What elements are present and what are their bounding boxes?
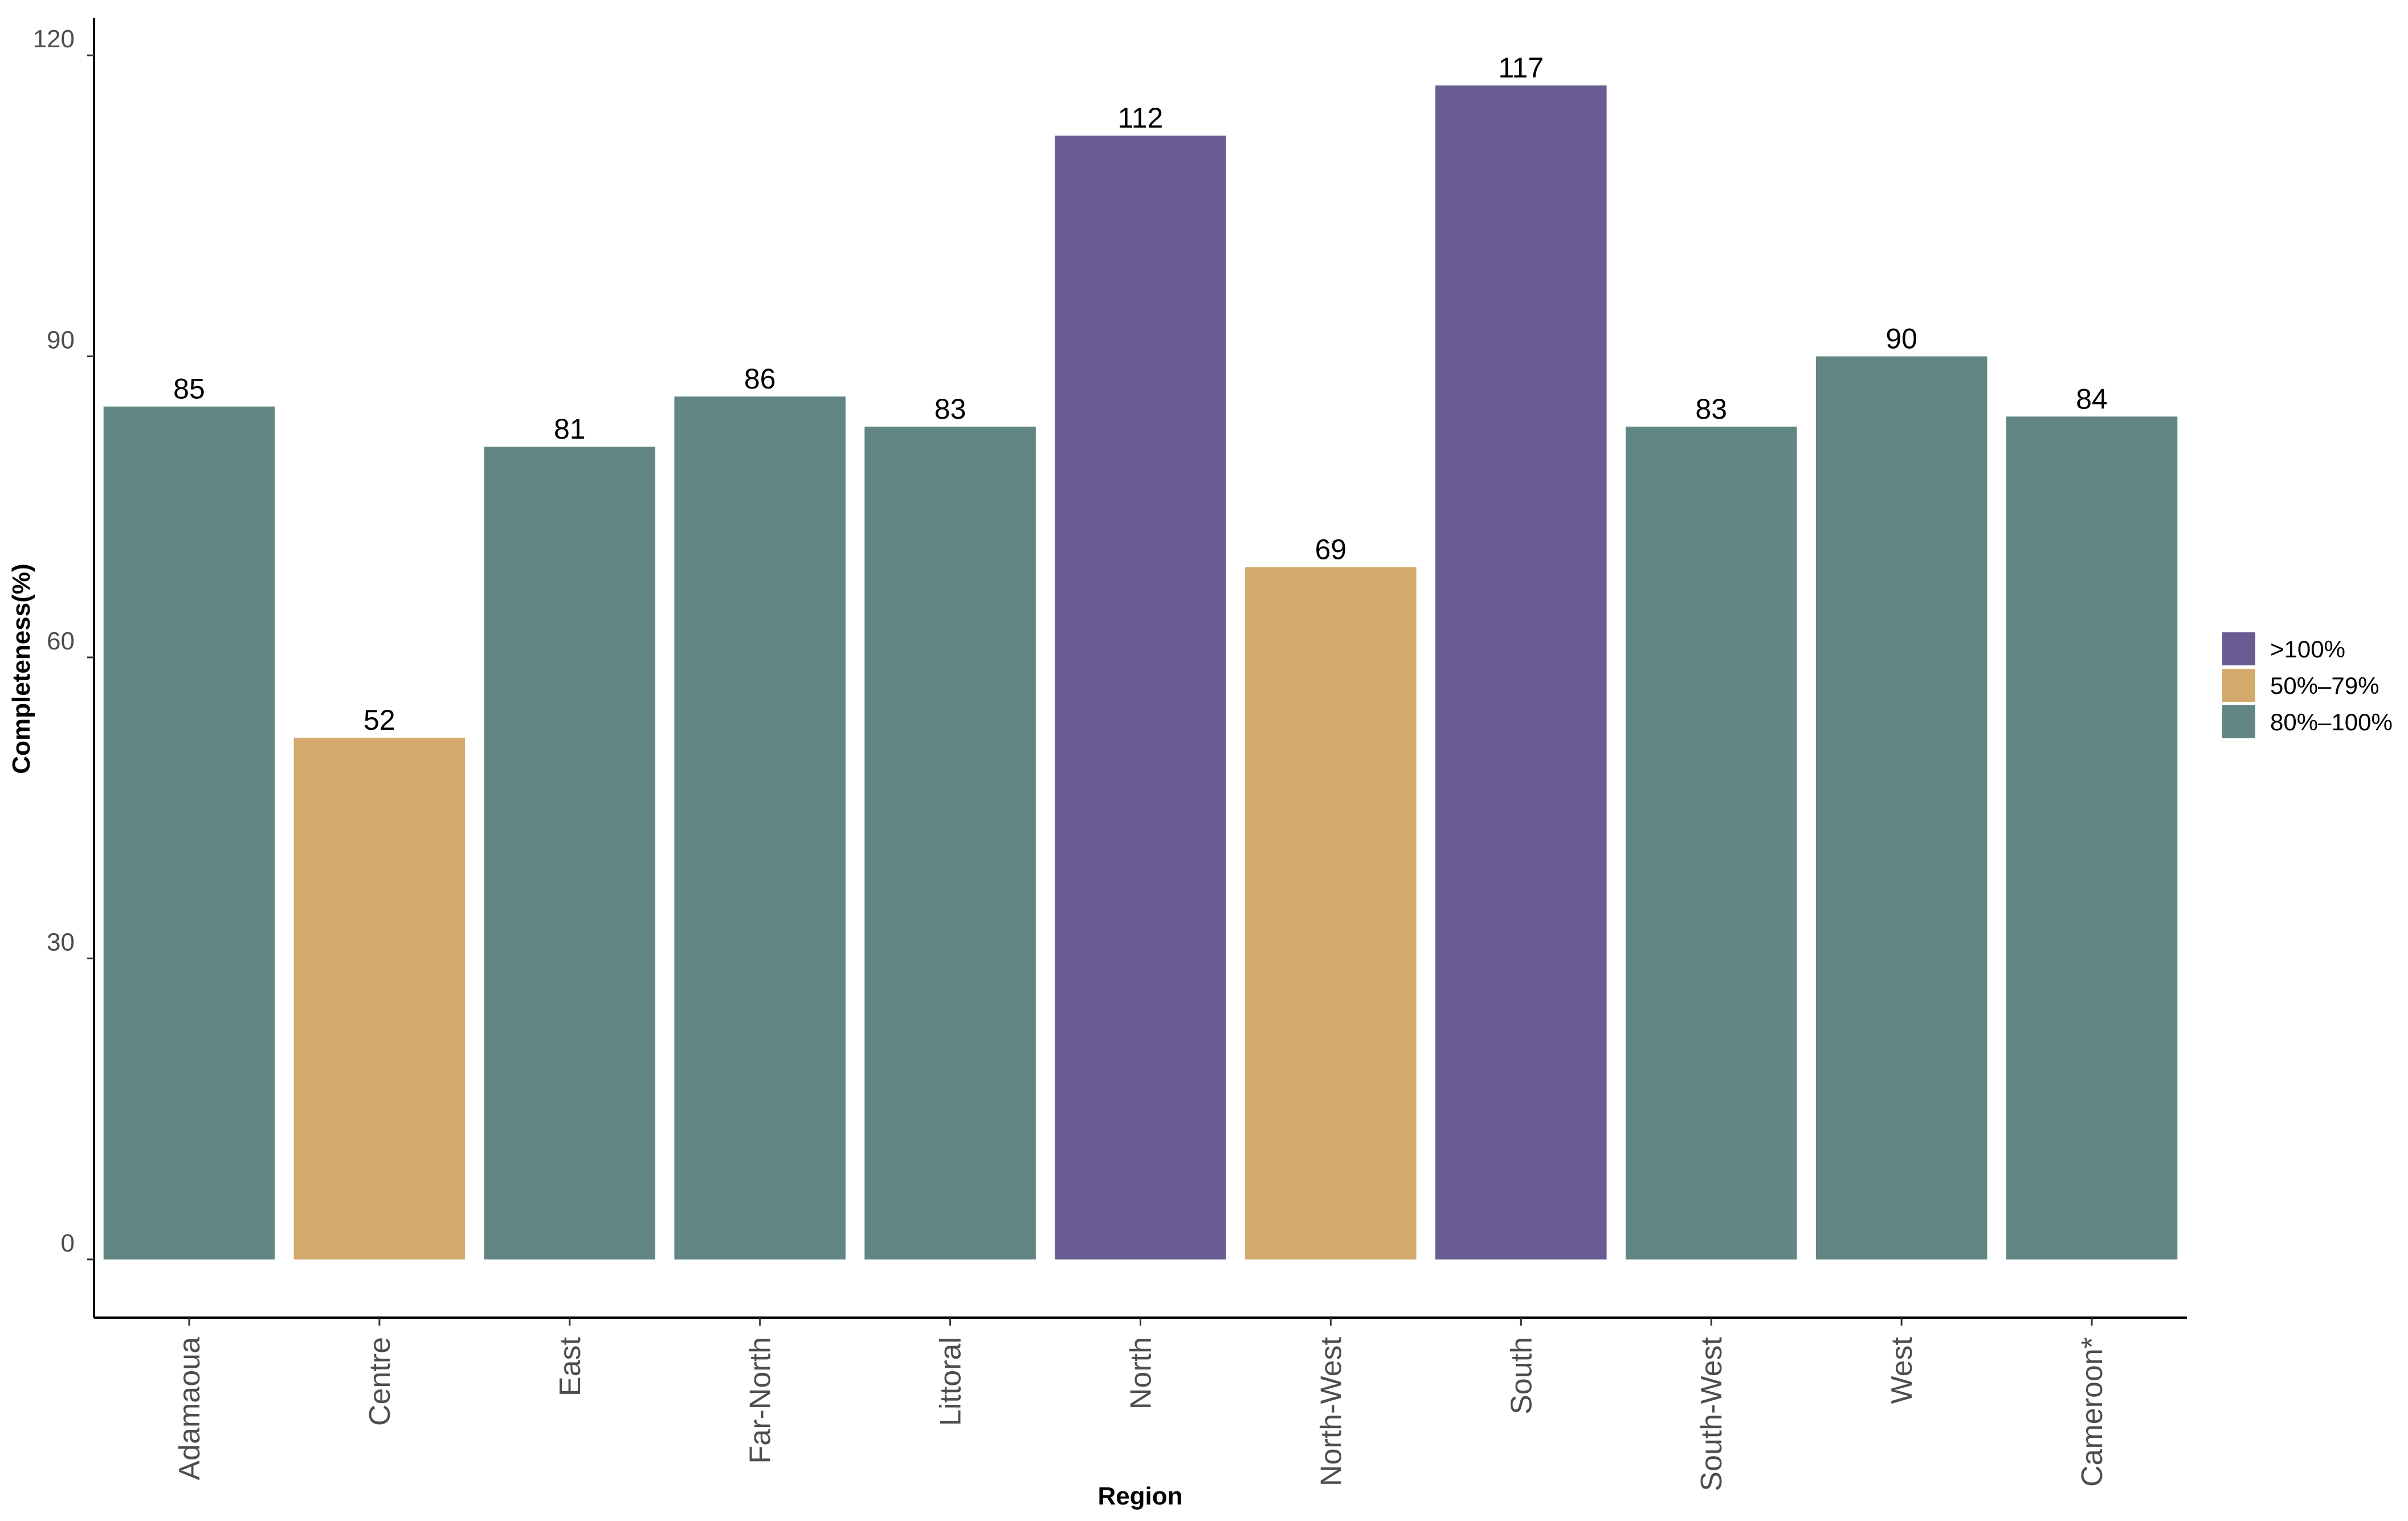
y-tick-label-1: 30: [47, 928, 75, 956]
legend-label-1: 50%–79%: [2270, 672, 2379, 699]
data-labels-layer: 85 52 81 86 83 112 69 117 83 90 84: [173, 52, 2108, 736]
x-tick-label-0: Adamaoua: [173, 1337, 206, 1481]
bars-layer: [103, 85, 2178, 1260]
x-tick-label-6: North-West: [1315, 1336, 1348, 1486]
data-label-4: 83: [934, 393, 966, 425]
y-tick-label-2: 60: [47, 627, 75, 655]
x-tick-label-10: Cameroon*: [2076, 1337, 2109, 1487]
data-label-6: 69: [1315, 533, 1347, 565]
legend-swatch-0: [2222, 632, 2255, 665]
data-label-8: 83: [1695, 393, 1727, 425]
legend-label-2: 80%–100%: [2270, 709, 2393, 735]
y-tick-label-3: 90: [47, 326, 75, 354]
x-tick-label-9: West: [1885, 1336, 1919, 1404]
x-tick-label-4: Littoral: [934, 1337, 968, 1426]
bar-7: [1435, 85, 1607, 1260]
x-tick-label-5: North: [1125, 1337, 1158, 1409]
data-label-1: 52: [364, 704, 395, 736]
x-tick-label-2: East: [554, 1336, 587, 1396]
legend-label-0: >100%: [2270, 636, 2345, 663]
legend-swatch-1: [2222, 669, 2255, 702]
bar-0: [103, 406, 275, 1260]
bar-1: [293, 737, 466, 1260]
y-tick-label-0: 0: [61, 1229, 75, 1257]
x-axis-title: Region: [1097, 1482, 1182, 1510]
data-label-0: 85: [173, 373, 205, 405]
data-label-2: 81: [554, 413, 586, 445]
bar-10: [2006, 416, 2178, 1260]
x-tick-label-7: South: [1505, 1337, 1538, 1414]
y-ticks-layer: 0 30 60 90 120: [33, 25, 94, 1261]
legend-swatch-2: [2222, 705, 2255, 738]
data-label-7: 117: [1498, 52, 1544, 84]
x-tick-label-1: Centre: [364, 1337, 397, 1426]
y-axis-title: Completeness(%): [7, 563, 35, 774]
data-label-5: 112: [1118, 102, 1164, 134]
y-tick-label-4: 120: [33, 25, 75, 53]
x-tick-label-8: South-West: [1695, 1336, 1728, 1491]
bar-3: [674, 396, 846, 1260]
x-tick-label-3: Far-North: [744, 1337, 777, 1463]
bar-5: [1055, 136, 1226, 1260]
bar-6: [1245, 567, 1417, 1260]
bar-2: [484, 447, 656, 1260]
bar-9: [1815, 356, 1987, 1260]
legend: >100% 50%–79% 80%–100%: [2222, 632, 2393, 738]
bar-8: [1625, 426, 1797, 1260]
data-label-10: 84: [2076, 383, 2108, 415]
data-label-9: 90: [1885, 323, 1917, 355]
data-label-3: 86: [744, 363, 776, 395]
x-ticks-layer: Adamaoua Centre East Far-North Littoral North…: [173, 1318, 2109, 1491]
bar-4: [864, 426, 1036, 1260]
